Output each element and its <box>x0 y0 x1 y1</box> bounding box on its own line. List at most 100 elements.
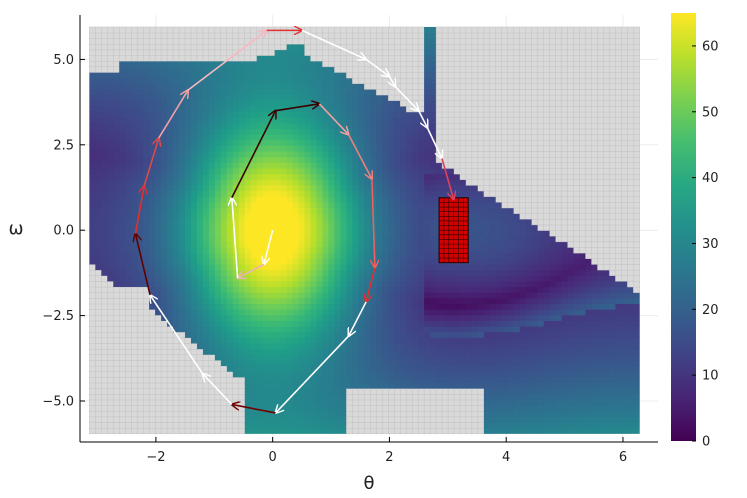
heatmap-cell <box>292 410 299 417</box>
heatmap-cell <box>220 43 228 51</box>
heatmap-cell <box>322 128 329 135</box>
heatmap-cell <box>447 43 455 51</box>
heatmap-cell <box>364 410 371 418</box>
heatmap-cell <box>328 416 335 423</box>
heatmap-cell <box>131 122 138 129</box>
heatmap-cell <box>400 105 407 113</box>
heatmap-cell <box>340 416 347 423</box>
heatmap-cell <box>304 60 311 67</box>
heatmap-cell <box>166 399 174 406</box>
heatmap-cell <box>358 326 365 333</box>
heatmap-cell <box>406 354 413 361</box>
heatmap-cell <box>179 100 186 107</box>
heatmap-cell <box>167 151 174 158</box>
heatmap-cell <box>226 281 234 288</box>
heatmap-cell <box>406 382 413 389</box>
heatmap-cell <box>376 405 383 412</box>
heatmap-cell <box>429 393 437 401</box>
heatmap-cell <box>334 38 341 45</box>
heatmap-cell <box>328 354 335 361</box>
heatmap-cell <box>418 145 425 152</box>
heatmap-cell <box>501 422 509 429</box>
heatmap-cell <box>101 173 108 180</box>
heatmap-cell <box>406 83 413 90</box>
heatmap-cell <box>459 49 467 56</box>
heatmap-cell <box>214 376 222 384</box>
heatmap-cell <box>382 38 389 45</box>
heatmap-cell <box>226 100 234 107</box>
heatmap-cell <box>113 162 120 169</box>
heatmap-cell <box>310 145 317 152</box>
heatmap-cell <box>340 252 347 259</box>
heatmap-cell <box>161 89 168 96</box>
heatmap-cell <box>256 377 264 384</box>
heatmap-cell <box>143 151 150 158</box>
heatmap-cell <box>382 179 389 186</box>
heatmap-cell <box>430 213 437 220</box>
heatmap-cell <box>208 72 216 79</box>
heatmap-cell <box>142 405 150 412</box>
heatmap-cell <box>250 66 258 73</box>
heatmap-cell <box>202 309 210 316</box>
heatmap-cell <box>208 168 216 175</box>
heatmap-cell <box>304 235 311 242</box>
heatmap-cell <box>214 348 222 355</box>
heatmap-cell <box>119 416 126 423</box>
heatmap-cell <box>453 354 461 361</box>
heatmap-cell <box>190 89 198 96</box>
heatmap-cell <box>95 162 102 169</box>
heatmap-cell <box>208 122 216 129</box>
heatmap-cell <box>453 111 461 118</box>
heatmap-cell <box>262 360 270 367</box>
heatmap-cell <box>220 151 228 158</box>
heatmap-cell <box>400 405 407 412</box>
heatmap-cell <box>358 348 365 355</box>
heatmap-cell <box>292 94 299 101</box>
heatmap-cell <box>125 26 132 34</box>
heatmap-cell <box>376 343 383 350</box>
heatmap-cell <box>131 72 138 79</box>
heatmap-cell <box>465 207 473 214</box>
heatmap-cell <box>424 168 431 175</box>
heatmap-cell <box>346 360 353 367</box>
heatmap-cell <box>412 145 419 152</box>
heatmap-cell <box>119 89 126 96</box>
heatmap-cell <box>376 49 383 56</box>
heatmap-cell <box>220 235 228 242</box>
heatmap-cell <box>346 71 353 79</box>
heatmap-cell <box>244 230 252 237</box>
heatmap-cell <box>495 167 503 175</box>
heatmap-cell <box>95 342 102 350</box>
heatmap-cell <box>214 105 222 113</box>
heatmap-cell <box>148 399 156 406</box>
heatmap-cell <box>280 66 288 73</box>
heatmap-cell <box>471 38 479 45</box>
heatmap-cell <box>167 100 174 107</box>
heatmap-cell <box>400 326 407 333</box>
heatmap-cell <box>244 264 252 271</box>
heatmap-cell <box>250 292 258 299</box>
heatmap-cell <box>411 32 419 39</box>
heatmap-cell <box>137 77 144 84</box>
heatmap-cell <box>424 264 431 271</box>
heatmap-cell <box>167 303 174 310</box>
heatmap-cell <box>101 382 108 389</box>
heatmap-cell <box>119 145 126 152</box>
heatmap-cell <box>483 55 491 62</box>
heatmap-cell <box>125 207 132 214</box>
heatmap-cell <box>125 139 132 146</box>
heatmap-cell <box>226 156 234 163</box>
heatmap-cell <box>310 382 317 389</box>
heatmap-cell <box>250 173 258 180</box>
heatmap-cell <box>477 252 485 259</box>
heatmap-cell <box>292 139 299 146</box>
heatmap-cell <box>346 275 353 282</box>
heatmap-cell <box>173 185 180 192</box>
heatmap-cell <box>208 128 216 135</box>
heatmap-cell <box>142 292 150 299</box>
heatmap-cell <box>214 241 222 248</box>
heatmap-cell <box>173 286 180 293</box>
heatmap-cell <box>376 100 383 107</box>
heatmap-cell <box>322 179 329 186</box>
heatmap-cell <box>346 224 353 231</box>
